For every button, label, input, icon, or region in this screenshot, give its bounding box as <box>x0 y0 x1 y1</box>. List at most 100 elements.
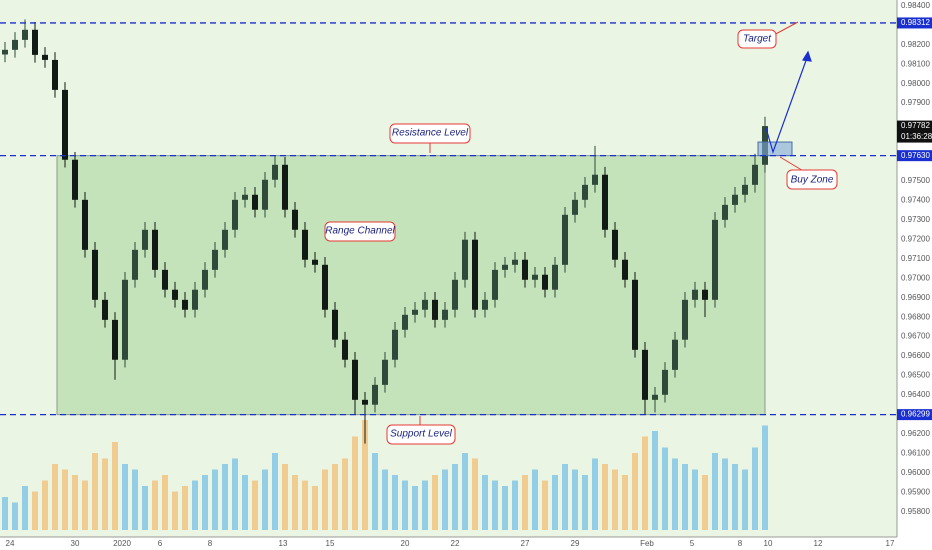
candle-body <box>652 394 658 400</box>
x-tick-label: 15 <box>326 539 335 548</box>
annotation: Resistance Level <box>392 128 469 139</box>
y-tick-label: 0.96600 <box>901 351 930 360</box>
candle-body <box>492 269 498 300</box>
candle-body <box>622 259 628 280</box>
volume-bar <box>322 469 328 530</box>
volume-bar <box>412 486 418 530</box>
volume-bar <box>152 480 158 530</box>
candle-body <box>532 274 538 280</box>
y-tick-label: 0.97900 <box>901 98 930 107</box>
candle-body <box>362 399 368 405</box>
y-tick-label: 0.96900 <box>901 293 930 302</box>
price-axis <box>897 0 932 550</box>
volume-bar <box>192 480 198 530</box>
buy-zone <box>757 141 793 157</box>
candle-body <box>92 249 98 300</box>
candle-body <box>242 194 248 200</box>
volume-bar <box>762 425 768 530</box>
y-tick-label: 0.98000 <box>901 79 930 88</box>
candle-body <box>412 309 418 315</box>
y-tick-label: 0.97200 <box>901 234 930 243</box>
candle-body <box>52 59 58 90</box>
candle-body <box>752 164 758 185</box>
volume-bar <box>52 464 58 530</box>
candle-body <box>22 29 28 40</box>
volume-bar <box>212 469 218 530</box>
volume-bar <box>512 480 518 530</box>
volume-bar <box>262 469 268 530</box>
volume-bar <box>252 480 258 530</box>
candle-body <box>442 309 448 320</box>
y-tick-label: 0.96000 <box>901 468 930 477</box>
volume-bar <box>452 464 458 530</box>
volume-bar <box>172 491 178 530</box>
y-tick-label: 0.97500 <box>901 176 930 185</box>
candle-body <box>662 369 668 395</box>
volume-bar <box>582 475 588 530</box>
volume-bar <box>542 480 548 530</box>
volume-bar <box>472 458 478 530</box>
candle-body <box>712 219 718 300</box>
x-tick-label: 30 <box>71 539 80 548</box>
candle-body <box>432 299 438 320</box>
y-tick-label: 0.97000 <box>901 273 930 282</box>
volume-bar <box>562 464 568 530</box>
volume-bar <box>162 475 168 530</box>
volume-bar <box>422 480 428 530</box>
candle-body <box>722 204 728 220</box>
candle-body <box>392 329 398 360</box>
volume-bar <box>572 469 578 530</box>
x-tick-label: 8 <box>738 539 743 548</box>
y-tick-label: 0.96200 <box>901 429 930 438</box>
candle-body <box>342 339 348 360</box>
candle-body <box>202 269 208 290</box>
candle-body <box>162 269 168 290</box>
current-price: 0.97782 <box>901 121 930 130</box>
candle-body <box>522 259 528 280</box>
x-tick-label: 24 <box>6 539 15 548</box>
y-tick-label: 0.95900 <box>901 487 930 496</box>
volume-bar <box>662 447 668 530</box>
volume-bar <box>132 469 138 530</box>
volume-bar <box>122 464 128 530</box>
countdown: 01:36:28 <box>901 132 932 141</box>
volume-bar <box>432 475 438 530</box>
y-tick-label: 0.97400 <box>901 196 930 205</box>
candle-body <box>82 199 88 250</box>
volume-bar <box>112 442 118 530</box>
candle-body <box>332 309 338 340</box>
price-label-box <box>897 17 932 29</box>
candle-body <box>42 54 48 60</box>
volume-bar <box>292 475 298 530</box>
x-tick-label: 29 <box>571 539 580 548</box>
y-tick-label: 0.97300 <box>901 215 930 224</box>
candle-body <box>232 199 238 230</box>
candle-body <box>112 319 118 360</box>
candle-body <box>462 239 468 280</box>
x-tick-label: 17 <box>886 539 895 548</box>
x-tick-label: 6 <box>158 539 163 548</box>
x-tick-label: 20 <box>401 539 410 548</box>
volume-bar <box>712 453 718 530</box>
candle-body <box>572 199 578 215</box>
candle-body <box>512 259 518 265</box>
volume-bar <box>522 475 528 530</box>
price-label-box <box>897 150 932 162</box>
candle-body <box>252 194 258 210</box>
arrows <box>765 50 812 154</box>
candle-body <box>72 159 78 200</box>
volume-bar <box>462 453 468 530</box>
candle-body <box>732 194 738 205</box>
x-tick-label: 10 <box>764 539 773 548</box>
y-tick-label: 0.98200 <box>901 40 930 49</box>
volume-bar <box>392 475 398 530</box>
y-tick-label: 0.98100 <box>901 59 930 68</box>
annotation: Support Level <box>390 429 452 440</box>
price-label: 0.96299 <box>901 410 930 419</box>
candle-body <box>742 184 748 195</box>
volume-bar <box>482 475 488 530</box>
volume-bar <box>602 464 608 530</box>
volume-bar <box>632 453 638 530</box>
candle-body <box>302 229 308 260</box>
candle-body <box>422 299 428 310</box>
